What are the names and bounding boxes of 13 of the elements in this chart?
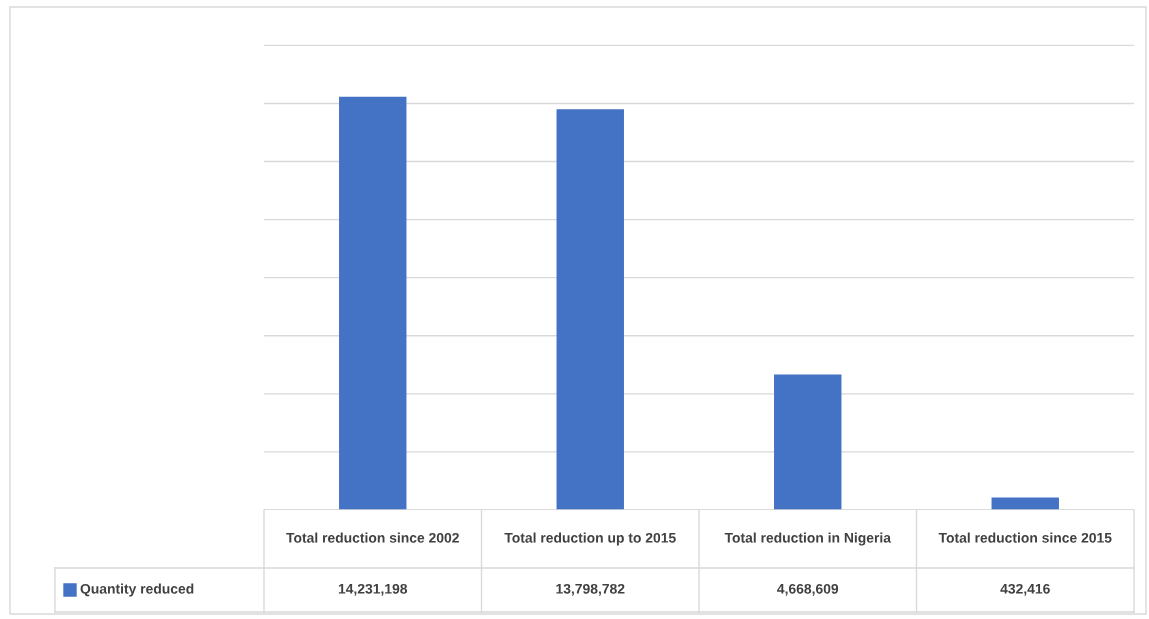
data-label: 14,231,198 [338, 583, 408, 596]
x-tick-label: Total reduction up to 2015 [504, 532, 676, 546]
data-label: 13,798,782 [556, 583, 625, 596]
x-tick-label: Total reduction since 2015 [938, 532, 1112, 543]
bar [556, 109, 624, 510]
bar [339, 96, 407, 510]
bar [774, 374, 842, 510]
x-tick-label: Total reduction in Nigeria [724, 532, 892, 546]
x-tick-label: Total reduction since 2002 [286, 532, 459, 543]
data-label: 4,668,609 [777, 583, 839, 596]
data-label: 432,416 [1000, 583, 1050, 596]
bar [991, 497, 1059, 510]
legend-label: Quantity reduced [80, 583, 194, 597]
